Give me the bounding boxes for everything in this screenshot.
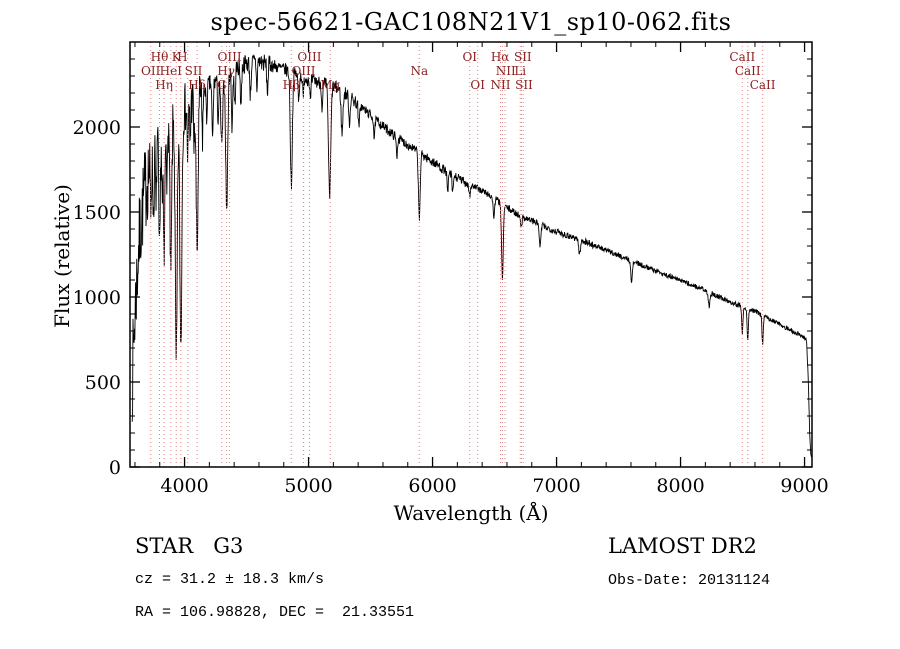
object-classification: STAR G3 (135, 534, 244, 558)
spectral-line-label: CaII (735, 64, 761, 78)
spectral-line-label: HeI (160, 64, 183, 78)
spectral-line-label: CaII (750, 78, 776, 92)
spectral-line-label: Li (514, 64, 526, 78)
spectral-line-label: G (217, 78, 227, 92)
spectral-line-label: OIII (297, 50, 321, 64)
spectral-line-label: OIII (291, 64, 315, 78)
spectral-line-label: K (172, 50, 182, 64)
spectral-line-label: SII (515, 78, 533, 92)
spectral-line-label: NII (491, 78, 511, 92)
svg-text:4000: 4000 (160, 475, 208, 497)
spectral-line-label: Hη (155, 78, 173, 92)
spectral-line-label: OIII (218, 50, 242, 64)
svg-text:6000: 6000 (408, 475, 456, 497)
svg-text:2000: 2000 (73, 117, 121, 139)
spectral-line-label: CaII (729, 50, 755, 64)
spectrum-line (131, 54, 812, 458)
obs-date: Obs-Date: 20131124 (608, 572, 771, 589)
svg-text:7000: 7000 (532, 475, 580, 497)
spectral-line-label: OI (470, 78, 485, 92)
svg-text:1500: 1500 (73, 202, 121, 224)
svg-text:9000: 9000 (780, 475, 828, 497)
spectral-line-label: Hγ (217, 64, 235, 78)
spectral-line-label: SII (185, 64, 203, 78)
svg-text:1000: 1000 (73, 287, 121, 309)
spectral-line-label: OII (141, 64, 161, 78)
spectral-line-label: SII (514, 50, 532, 64)
svg-text:8000: 8000 (656, 475, 704, 497)
svg-text:500: 500 (85, 372, 121, 394)
spectral-line-label: Hβ (283, 78, 300, 92)
spectral-line-label: H (177, 50, 187, 64)
spectral-line-label: Mg (320, 78, 340, 92)
spectral-line-label: Hδ (188, 78, 206, 92)
x-axis-label: Wavelength (Å) (393, 501, 549, 525)
spectral-line-label: Na (410, 64, 428, 78)
y-axis-label: Flux (relative) (50, 184, 74, 328)
survey-name: LAMOST DR2 (608, 534, 757, 558)
ra-dec-coordinates: RA = 106.98828, DEC = 21.33551 (135, 604, 415, 621)
svg-text:0: 0 (109, 457, 121, 479)
cz-value: cz = 31.2 ± 18.3 km/s (135, 571, 325, 588)
spectral-line-label: Hα (491, 50, 510, 64)
plot-title: spec-56621-GAC108N21V1_sp10-062.fits (210, 8, 732, 36)
spectral-line-label: OI (462, 50, 477, 64)
spectral-line-label: Hθ (151, 50, 169, 64)
spectral-line-label: NII (496, 64, 516, 78)
svg-text:5000: 5000 (284, 475, 332, 497)
